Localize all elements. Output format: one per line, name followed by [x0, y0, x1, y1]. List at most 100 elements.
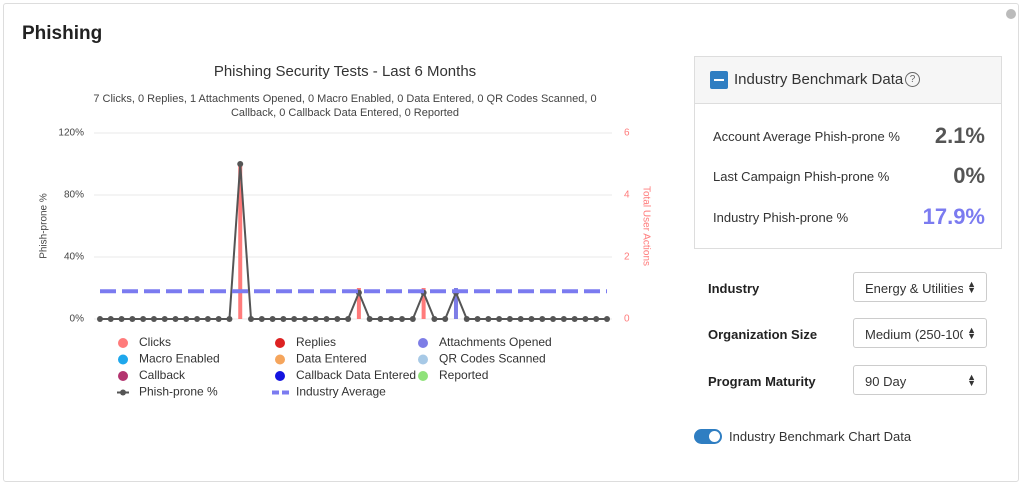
point: [183, 316, 190, 322]
point: [280, 316, 287, 322]
point: [291, 316, 298, 322]
point: [269, 316, 276, 322]
point: [550, 316, 557, 322]
point: [226, 316, 233, 322]
point: [140, 316, 147, 322]
select-value: Energy & Utilities: [865, 281, 963, 296]
legend-swatch: [418, 354, 428, 365]
chart-title: Phishing Security Tests - Last 6 Months: [214, 63, 476, 80]
bar: [238, 164, 243, 319]
legend-label: Macro Enabled: [139, 352, 220, 366]
legend-swatch: [275, 338, 285, 348]
point: [593, 316, 600, 322]
point: [194, 316, 201, 322]
chart-subtitle: 7 Clicks, 0 Replies, 1 Attachments Opene…: [93, 93, 597, 119]
filter: Industry Energy & Utilities ▲ ▼: [708, 272, 988, 304]
point: [204, 316, 211, 322]
point: [150, 316, 157, 322]
collapse-button[interactable]: [710, 71, 728, 89]
y-axis-label: Phish-prone %: [39, 193, 50, 259]
card: [3, 3, 1019, 482]
point: [248, 316, 255, 322]
close-button[interactable]: [1006, 9, 1016, 19]
point: [463, 316, 470, 322]
select[interactable]: Medium (250-1000)▲▼: [853, 318, 987, 348]
point: [118, 316, 125, 322]
filter-label: Program Maturity: [708, 374, 816, 389]
chart: Phishing Security Tests - Last 6 Months …: [39, 63, 652, 399]
toggle-switch[interactable]: [694, 429, 722, 444]
point: [258, 316, 265, 322]
filter: Organization Size Medium (250-1000)▲▼: [708, 318, 988, 350]
row-label: Last Campaign Phish-prone %: [713, 169, 890, 184]
bar: [453, 288, 458, 319]
point: [506, 316, 513, 322]
filter: Program Maturity 90 Day ▲ ▼: [708, 365, 988, 397]
legend-swatch: [118, 371, 128, 381]
card-title: Phishing: [22, 23, 103, 44]
y2-tick-label: 4: [624, 190, 630, 201]
benchmark-title: Industry Benchmark Data: [734, 71, 904, 88]
point: [129, 316, 136, 322]
point: [366, 316, 373, 322]
point: [399, 316, 406, 322]
point: [604, 316, 610, 322]
point: [474, 316, 481, 322]
legend-swatch: [275, 354, 285, 365]
filter-label: Industry: [708, 281, 760, 296]
toggle-label: Industry Benchmark Chart Data: [729, 429, 912, 444]
legend-swatch: [418, 338, 428, 348]
filter-label: Organization Size: [708, 327, 818, 342]
point: [528, 316, 535, 322]
legend-swatch: [275, 371, 285, 381]
row-value: 2.1%: [934, 123, 985, 148]
row-value: 17.9%: [922, 204, 985, 229]
point: [312, 316, 319, 322]
benchmark-panel: Industry Benchmark Data ? Account Averag…: [694, 56, 1002, 249]
point: [582, 316, 589, 322]
y-tick-label: 40%: [64, 252, 84, 263]
point: [388, 316, 395, 322]
point: [301, 316, 308, 322]
benchmark-row: Industry Phish-prone % 17.9%: [713, 202, 985, 232]
benchmark-row: Account Average Phish-prone % 2.1%: [713, 121, 985, 151]
point: [431, 316, 438, 322]
legend-label: QR Codes Scanned: [439, 352, 546, 366]
row-label: Account Average Phish-prone %: [713, 129, 900, 144]
benchmark-row: Last Campaign Phish-prone % 0%: [713, 161, 985, 191]
select[interactable]: Energy & Utilities ▲ ▼: [853, 272, 987, 302]
point: [571, 316, 578, 322]
y-tick-label: 120%: [58, 128, 84, 139]
point: [496, 316, 503, 322]
y2-axis-label: Total User Actions: [640, 186, 651, 266]
point: [161, 316, 168, 322]
point: [237, 161, 244, 167]
legend-swatch: [418, 371, 428, 381]
legend-label: Replies: [296, 335, 336, 349]
legend-swatch: [118, 354, 128, 365]
select-value: 90 Day: [865, 374, 907, 389]
point: [409, 316, 416, 322]
row-label: Industry Phish-prone %: [713, 210, 849, 225]
point: [215, 316, 222, 322]
bar: [356, 288, 361, 319]
legend-swatch: [118, 338, 128, 348]
y-tick-label: 0%: [70, 314, 85, 325]
help-icon[interactable]: ?: [905, 72, 920, 87]
select-value: Medium (250-1000): [865, 327, 963, 342]
select[interactable]: 90 Day ▲ ▼: [853, 365, 987, 395]
point: [97, 316, 103, 322]
legend-label: Reported: [439, 368, 488, 382]
point: [485, 316, 492, 322]
legend-label: Callback: [139, 368, 186, 382]
bar: [421, 288, 426, 319]
line: [100, 163, 607, 320]
y2-tick-label: 0: [624, 314, 630, 325]
point: [323, 316, 330, 322]
point: [345, 316, 352, 322]
point: [539, 316, 546, 322]
legend-label: Callback Data Entered: [296, 368, 416, 382]
legend-label: Attachments Opened: [439, 335, 552, 349]
row-value: 0%: [953, 163, 985, 188]
